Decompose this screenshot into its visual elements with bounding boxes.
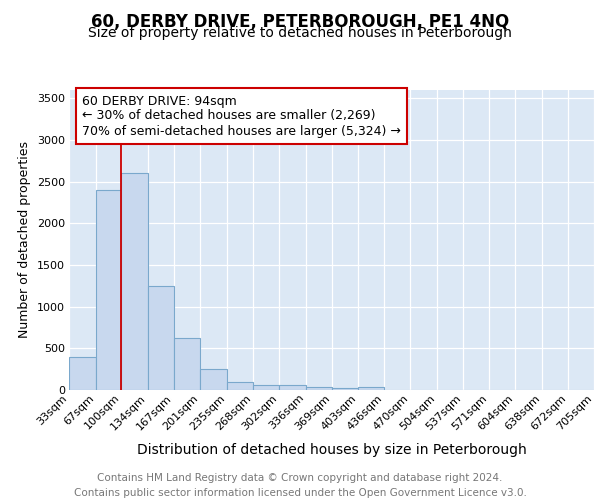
Bar	[253, 385, 279, 390]
Text: Size of property relative to detached houses in Peterborough: Size of property relative to detached ho…	[88, 26, 512, 40]
Bar	[95, 190, 121, 390]
Bar	[331, 388, 358, 390]
Bar	[358, 387, 384, 390]
Bar	[69, 356, 95, 390]
Bar	[173, 338, 200, 390]
Bar	[148, 286, 173, 390]
Bar	[200, 369, 227, 390]
Text: Contains HM Land Registry data © Crown copyright and database right 2024.
Contai: Contains HM Land Registry data © Crown c…	[74, 472, 526, 498]
X-axis label: Distribution of detached houses by size in Peterborough: Distribution of detached houses by size …	[137, 443, 526, 457]
Text: 60, DERBY DRIVE, PETERBOROUGH, PE1 4NQ: 60, DERBY DRIVE, PETERBOROUGH, PE1 4NQ	[91, 12, 509, 30]
Bar	[306, 387, 331, 390]
Bar	[279, 386, 306, 390]
Bar	[227, 382, 253, 390]
Bar	[121, 174, 148, 390]
Text: 60 DERBY DRIVE: 94sqm
← 30% of detached houses are smaller (2,269)
70% of semi-d: 60 DERBY DRIVE: 94sqm ← 30% of detached …	[82, 94, 401, 138]
Y-axis label: Number of detached properties: Number of detached properties	[18, 142, 31, 338]
